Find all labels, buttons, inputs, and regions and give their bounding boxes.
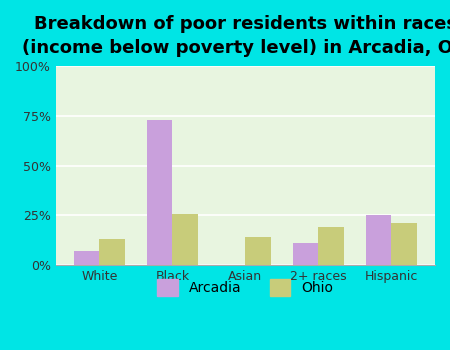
Bar — [293, 243, 318, 265]
Bar — [391, 223, 417, 265]
Bar — [99, 239, 125, 265]
Bar — [245, 237, 271, 265]
Bar — [366, 216, 391, 265]
Legend: Arcadia, Ohio: Arcadia, Ohio — [152, 274, 339, 302]
Title: Breakdown of poor residents within races
(income below poverty level) in Arcadia: Breakdown of poor residents within races… — [22, 15, 450, 57]
Bar — [74, 251, 99, 265]
Bar — [172, 214, 198, 265]
Bar — [147, 120, 172, 265]
Bar — [318, 228, 344, 265]
